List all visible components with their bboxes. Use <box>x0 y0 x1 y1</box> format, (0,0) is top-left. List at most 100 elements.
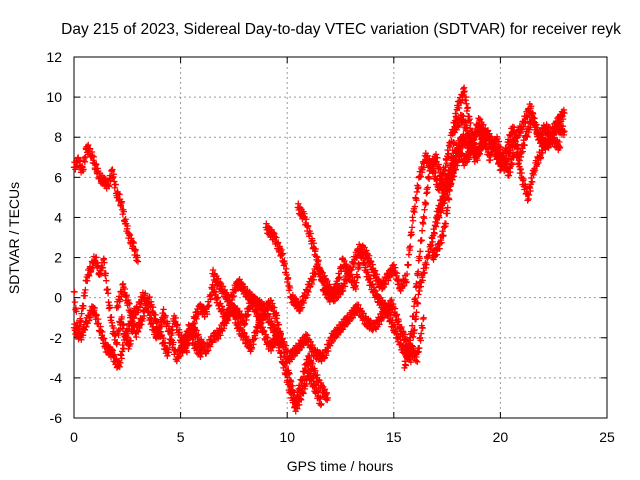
data-point <box>125 299 132 306</box>
data-point <box>369 280 376 288</box>
data-point <box>461 88 468 95</box>
data-point <box>515 156 523 164</box>
data-point <box>169 329 176 337</box>
data-point <box>451 155 458 162</box>
data-point <box>203 310 211 318</box>
data-point <box>442 163 449 171</box>
data-point <box>421 269 428 277</box>
data-point <box>287 383 294 390</box>
data-point <box>267 297 275 304</box>
data-point <box>203 348 210 355</box>
data-point <box>518 169 525 177</box>
data-point <box>133 333 140 341</box>
data-point <box>367 275 374 282</box>
data-point <box>71 288 78 296</box>
data-point <box>382 281 390 288</box>
data-point <box>118 198 126 205</box>
data-point <box>462 93 470 101</box>
data-point <box>71 298 79 306</box>
data-point <box>130 239 137 247</box>
data-point <box>331 334 339 342</box>
data-point <box>486 134 494 141</box>
data-point <box>454 148 461 155</box>
data-point <box>559 115 567 123</box>
data-point <box>463 100 470 107</box>
data-point <box>441 199 448 207</box>
data-point <box>234 308 242 316</box>
data-point <box>267 347 275 354</box>
data-point <box>241 320 249 327</box>
data-point <box>281 361 288 368</box>
data-point <box>243 312 251 320</box>
data-point <box>403 270 411 278</box>
data-point <box>106 304 114 311</box>
data-point <box>422 200 430 207</box>
data-point <box>230 292 238 300</box>
data-point <box>418 227 426 234</box>
data-point <box>97 327 105 334</box>
data-point <box>321 386 329 393</box>
data-point <box>165 349 172 356</box>
y-axis-label: SDTVAR / TECUs <box>6 182 22 294</box>
data-point <box>103 277 110 284</box>
data-point <box>318 400 325 408</box>
y-tick-label: 4 <box>54 209 62 225</box>
data-point <box>172 314 179 322</box>
data-point <box>357 305 364 312</box>
data-point <box>84 277 91 285</box>
data-point <box>430 162 437 169</box>
data-point <box>413 309 420 316</box>
data-point <box>142 290 149 297</box>
data-point <box>263 333 270 341</box>
data-point <box>420 314 427 321</box>
data-point <box>443 159 450 167</box>
data-point <box>500 161 507 168</box>
data-point <box>338 325 345 332</box>
data-point <box>243 333 250 340</box>
data-point <box>476 115 484 123</box>
data-point <box>354 274 361 281</box>
data-point <box>412 294 419 302</box>
data-point <box>488 139 496 146</box>
data-point <box>160 306 167 313</box>
data-point <box>408 231 415 238</box>
data-point <box>142 306 150 313</box>
data-point <box>283 265 290 273</box>
data-point <box>121 285 129 293</box>
series-arc5 <box>177 296 325 415</box>
data-point <box>524 197 531 204</box>
data-point <box>126 231 134 239</box>
data-point <box>324 347 332 355</box>
data-point <box>288 356 295 363</box>
data-point <box>206 343 214 350</box>
data-point <box>319 278 326 285</box>
data-point <box>471 136 478 144</box>
data-point <box>406 341 413 349</box>
data-point <box>236 276 243 283</box>
data-point <box>446 170 453 178</box>
x-tick-label: 15 <box>386 429 402 445</box>
data-point <box>497 144 504 151</box>
data-point <box>110 171 117 178</box>
data-point <box>164 352 171 360</box>
data-point <box>315 388 322 396</box>
data-point <box>105 299 112 306</box>
data-point <box>241 283 248 290</box>
data-point <box>185 340 193 347</box>
data-point <box>388 296 395 304</box>
data-point <box>444 178 452 185</box>
data-point <box>304 222 312 230</box>
data-point <box>398 323 405 331</box>
data-point <box>550 131 558 139</box>
data-point <box>311 381 319 388</box>
data-point <box>112 181 119 188</box>
data-series <box>70 84 568 415</box>
data-point <box>416 344 423 352</box>
data-point <box>156 325 163 332</box>
data-point <box>111 178 118 185</box>
data-point <box>271 233 279 240</box>
data-point <box>313 253 321 261</box>
data-point <box>89 152 96 160</box>
data-point <box>375 275 382 283</box>
data-point <box>382 300 389 307</box>
